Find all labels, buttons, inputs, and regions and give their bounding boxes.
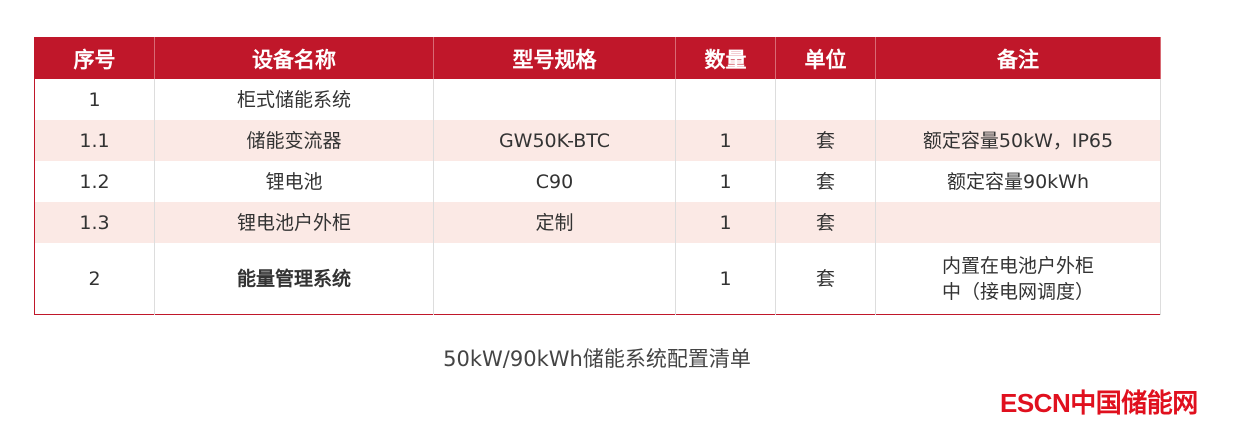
cell [875,202,1161,243]
cell: 套 [775,202,876,243]
cell: 能量管理系统 [154,243,434,315]
escn-logo: ESCN中国储能网 [1000,388,1198,418]
cell: 内置在电池户外柜中（接电网调度） [875,243,1161,315]
cell: 额定容量50kW，IP65 [875,120,1161,161]
table-row: 2 能量管理系统 1 套内置在电池户外柜中（接电网调度） [34,243,1161,315]
cell: GW50K-BTC [433,120,676,161]
cell [775,79,876,120]
header-name: 设备名称 [154,37,434,79]
cell: C90 [433,161,676,202]
cell: 1 [34,79,155,120]
table-row: 1 柜式储能系统 [34,79,1161,120]
header-note: 备注 [875,37,1161,79]
cell: 1.2 [34,161,155,202]
table-row: 1.2 锂电池 C90 1 套额定容量90kWh [34,161,1161,202]
equipment-config-table: 序号 设备名称 型号规格 数量 单位 备注 1 柜式储能系统 1.1 储能变流器 GW… [34,37,1161,315]
cell: 2 [34,243,155,315]
cell: 1.3 [34,202,155,243]
cell: 套 [775,120,876,161]
header-row: 序号 设备名称 型号规格 数量 单位 备注 [34,37,1161,79]
cell [433,79,676,120]
cell: 1 [675,161,776,202]
cell: 储能变流器 [154,120,434,161]
cell: 1 [675,243,776,315]
cell: 锂电池 [154,161,434,202]
cell: 套 [775,243,876,315]
cell: 定制 [433,202,676,243]
cell [675,79,776,120]
cell: 额定容量90kWh [875,161,1161,202]
header-model: 型号规格 [433,37,676,79]
header-unit: 单位 [775,37,876,79]
table-caption: 50kW/90kWh储能系统配置清单 [443,347,751,371]
header-index: 序号 [34,37,155,79]
table-row: 1.3 锂电池户外柜 定制 1 套 [34,202,1161,243]
cell: 1 [675,120,776,161]
table-row: 1.1 储能变流器 GW50K-BTC 1 套额定容量50kW，IP65 [34,120,1161,161]
cell: 1 [675,202,776,243]
cell: 套 [775,161,876,202]
cell: 锂电池户外柜 [154,202,434,243]
header-qty: 数量 [675,37,776,79]
cell: 1.1 [34,120,155,161]
cell: 柜式储能系统 [154,79,434,120]
cell [433,243,676,315]
cell [875,79,1161,120]
